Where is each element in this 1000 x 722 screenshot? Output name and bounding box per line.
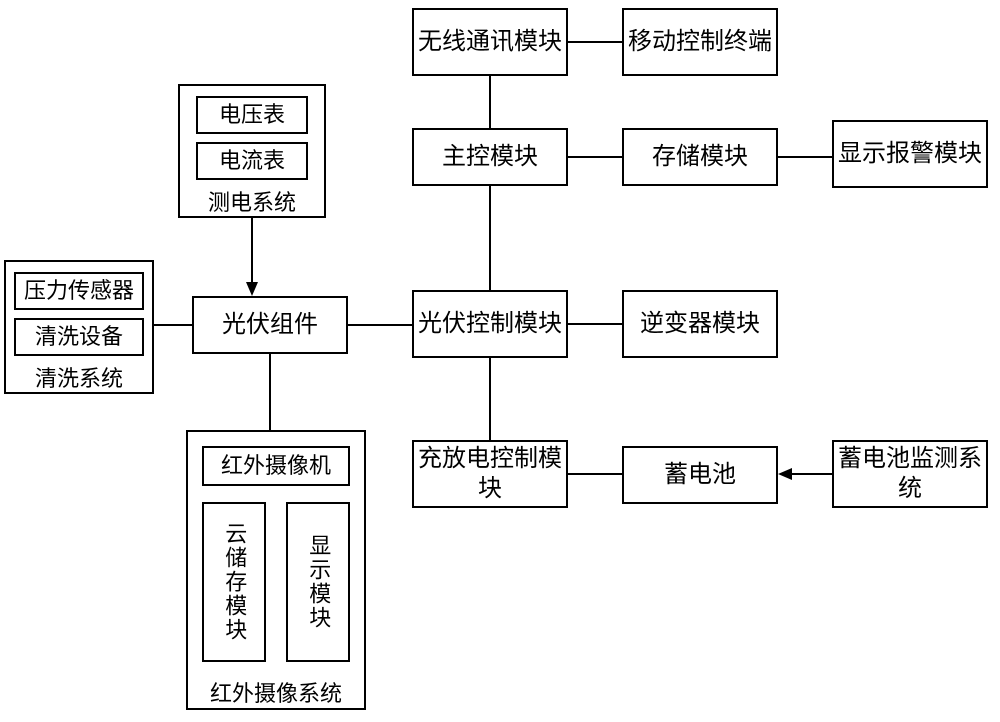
node-display: 显示模块 (286, 502, 350, 662)
node-battery: 蓄电池 (622, 446, 778, 504)
label-ammeter: 电流表 (219, 148, 285, 174)
label-mobile: 移动控制终端 (628, 27, 772, 57)
node-main-ctrl: 主控模块 (412, 128, 568, 186)
label-cloud: 云储存模块 (221, 522, 247, 642)
label-pv-ctrl: 光伏控制模块 (418, 309, 562, 339)
label-meas-sys: 测电系统 (196, 185, 308, 217)
node-voltmeter: 电压表 (196, 96, 308, 134)
node-cleaner: 清洗设备 (14, 318, 144, 356)
label-charge: 充放电控制模块 (414, 444, 566, 504)
node-ammeter: 电流表 (196, 142, 308, 180)
node-storage: 存储模块 (622, 128, 778, 186)
node-pv-ctrl: 光伏控制模块 (412, 290, 568, 358)
label-voltmeter: 电压表 (219, 102, 285, 128)
label-inverter: 逆变器模块 (640, 309, 760, 339)
node-inverter: 逆变器模块 (622, 290, 778, 358)
label-alarm: 显示报警模块 (838, 139, 982, 169)
label-main-ctrl: 主控模块 (442, 142, 538, 172)
label-cleaner: 清洗设备 (35, 324, 123, 350)
node-ir-camera: 红外摄像机 (202, 446, 350, 486)
label-wireless: 无线通讯模块 (418, 27, 562, 57)
label-pressure: 压力传感器 (24, 278, 134, 304)
node-mobile: 移动控制终端 (622, 8, 778, 76)
node-pressure: 压力传感器 (14, 272, 144, 310)
label-ir-sys: 红外摄像系统 (196, 676, 356, 708)
label-storage: 存储模块 (652, 142, 748, 172)
node-wireless: 无线通讯模块 (412, 8, 568, 76)
node-alarm: 显示报警模块 (832, 120, 988, 188)
label-clean-sys: 清洗系统 (14, 361, 144, 393)
label-display: 显示模块 (305, 534, 331, 630)
label-bat-mon: 蓄电池监测系统 (834, 444, 986, 504)
node-pv-module: 光伏组件 (192, 296, 348, 354)
node-cloud: 云储存模块 (202, 502, 266, 662)
label-pv-module: 光伏组件 (222, 310, 318, 340)
node-bat-mon: 蓄电池监测系统 (832, 440, 988, 508)
label-battery: 蓄电池 (664, 460, 736, 490)
label-ir-camera: 红外摄像机 (221, 453, 331, 479)
node-charge: 充放电控制模块 (412, 440, 568, 508)
